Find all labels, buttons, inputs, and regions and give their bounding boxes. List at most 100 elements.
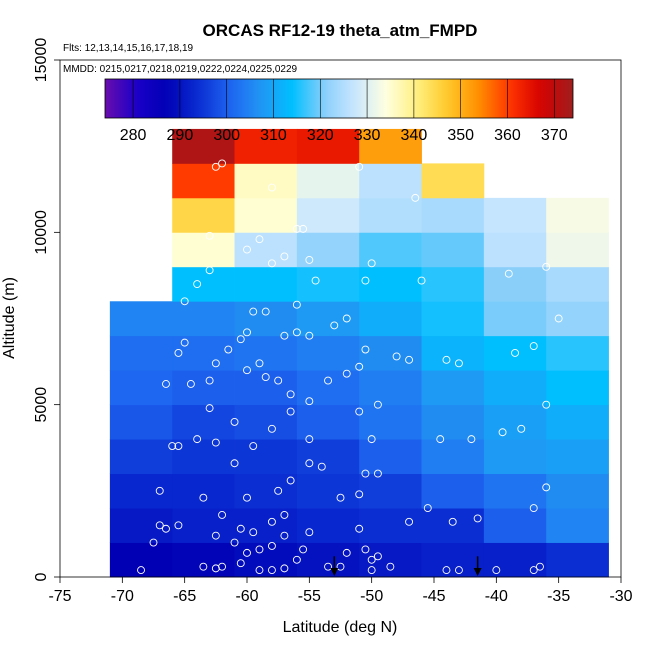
sample-point (454, 566, 463, 575)
sample-point (137, 566, 145, 575)
sample-point (186, 380, 195, 388)
sample-point (342, 548, 351, 557)
heatmap-cell (483, 370, 547, 406)
heatmap-cell (359, 266, 422, 302)
sample-point (255, 545, 264, 554)
sample-point (498, 428, 507, 437)
heatmap-cell (172, 542, 235, 578)
heatmap-cell (359, 370, 422, 406)
colorbar-tick-label: 310 (260, 127, 287, 144)
sample-point (355, 162, 364, 171)
heatmap-cell (109, 508, 173, 543)
colorbar-tick-label: 370 (541, 127, 568, 144)
heatmap-cell (546, 473, 609, 509)
heatmap-cell (234, 232, 298, 268)
heatmap-cell (109, 542, 173, 578)
heatmap-cell (172, 266, 235, 302)
heatmap-cell (234, 301, 298, 337)
sample-point (355, 407, 364, 416)
sample-point (168, 442, 177, 450)
flights-note: Flts: 12,13,14,15,16,17,18,19 (63, 43, 194, 54)
sample-point (361, 276, 370, 285)
heatmap-cell (296, 542, 360, 578)
sample-point (324, 376, 332, 385)
sample-point (529, 342, 538, 351)
heatmap-cell (172, 473, 235, 509)
sample-point (261, 373, 270, 382)
sample-point (367, 555, 376, 564)
heatmap-cell (483, 232, 547, 268)
heatmap-cell (234, 335, 298, 371)
plot-frame (59, 59, 622, 578)
sample-point (280, 252, 289, 261)
sample-point (280, 331, 289, 340)
sample-point (211, 359, 220, 368)
heatmap-cells (109, 128, 609, 578)
sample-point (542, 400, 551, 409)
heatmap-cell (359, 335, 422, 371)
heatmap-cell (172, 163, 235, 199)
y-tick-label: 15000 (33, 38, 50, 83)
sample-point (261, 307, 270, 316)
sample-point (162, 380, 170, 388)
heatmap-cell (172, 335, 235, 371)
sample-point (336, 562, 345, 571)
heatmap-cell (296, 128, 360, 164)
sample-point (473, 514, 482, 523)
heatmap-cell (421, 232, 485, 268)
sample-point (174, 442, 183, 450)
x-tick-label: -30 (609, 588, 632, 605)
heatmap-cell (296, 335, 360, 371)
sample-point (255, 235, 264, 244)
heatmap-cell (172, 128, 235, 164)
x-tick-label: -55 (298, 588, 321, 605)
sample-point (448, 517, 457, 526)
sample-point (199, 493, 208, 502)
sample-point (211, 438, 220, 447)
sample-point (299, 545, 308, 554)
heatmap-cell (546, 197, 609, 233)
heatmap-cell (546, 232, 609, 268)
heatmap-cell (421, 163, 485, 199)
colorbar-tick-label: 290 (167, 127, 194, 144)
sample-point (162, 524, 170, 533)
heatmap-cell (109, 335, 173, 371)
sample-point (305, 435, 314, 444)
sample-point (504, 269, 513, 278)
sample-point (174, 521, 183, 530)
heatmap-cell (359, 197, 422, 233)
sample-point (236, 559, 245, 568)
sample-point (367, 259, 376, 268)
heatmap-cell (359, 542, 422, 578)
heatmap-cell (546, 301, 609, 337)
x-tick-label: -35 (547, 588, 570, 605)
heatmap-cell (483, 197, 547, 233)
heatmap-cell (172, 301, 235, 337)
sample-point (511, 349, 519, 357)
sample-point (305, 255, 314, 264)
heatmap-cell (421, 335, 485, 371)
sample-point (267, 183, 276, 192)
heatmap-cell (546, 266, 609, 302)
heatmap-cell (359, 128, 422, 164)
sample-point (292, 300, 301, 309)
colorbar: 280 290 300 310 320 330 340 350 360 370 (104, 78, 574, 144)
sample-point (249, 307, 258, 316)
sample-point (211, 531, 220, 540)
heatmap-cell (546, 404, 609, 440)
sample-point (305, 397, 314, 406)
sample-point (554, 314, 563, 323)
sample-point (529, 566, 538, 575)
sample-point (355, 490, 364, 499)
sample-point (542, 483, 551, 492)
sample-point (286, 407, 295, 416)
x-tick-label: -65 (173, 588, 196, 605)
heatmap-cell (172, 439, 235, 474)
colorbar-tick-label: 300 (213, 127, 240, 144)
sample-point (361, 345, 370, 354)
heatmap-cell (234, 473, 298, 509)
heatmap-cell (109, 370, 173, 406)
sample-point (336, 493, 345, 502)
sample-point (155, 521, 164, 530)
heatmap-cell (421, 301, 485, 337)
